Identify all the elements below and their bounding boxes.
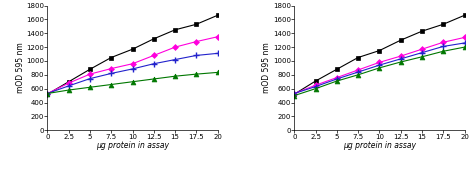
X-axis label: μg protein in assay: μg protein in assay xyxy=(96,141,169,150)
Y-axis label: mOD 595 nm: mOD 595 nm xyxy=(16,43,25,93)
Y-axis label: mOD 595 nm: mOD 595 nm xyxy=(263,43,272,93)
X-axis label: μg protein in assay: μg protein in assay xyxy=(343,141,416,150)
